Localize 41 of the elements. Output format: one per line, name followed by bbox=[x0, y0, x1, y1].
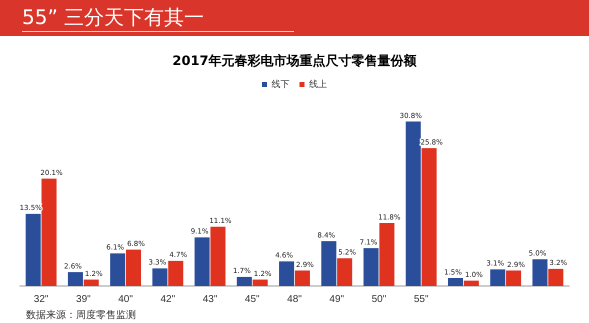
bar bbox=[337, 258, 352, 286]
bar bbox=[448, 278, 464, 286]
bar bbox=[364, 248, 379, 286]
x-tick-label: 40" bbox=[118, 294, 134, 305]
bar bbox=[68, 272, 83, 286]
legend-label: 线上 bbox=[309, 78, 327, 89]
bar bbox=[42, 178, 57, 286]
x-tick-label: 45" bbox=[244, 294, 260, 305]
bar bbox=[26, 214, 41, 286]
bar bbox=[152, 268, 168, 286]
x-tick-label: 32" bbox=[34, 294, 49, 305]
x-tick-label: 39" bbox=[76, 294, 92, 305]
bar bbox=[406, 121, 421, 286]
chart-subtitle: 2017年元春彩电市场重点尺寸零售量份额 bbox=[171, 52, 418, 70]
bar bbox=[236, 276, 252, 286]
x-tick-label: 42" bbox=[160, 294, 176, 305]
x-tick-label: 48" bbox=[287, 294, 302, 305]
bar bbox=[168, 260, 184, 286]
bar bbox=[422, 148, 437, 286]
bar bbox=[321, 241, 336, 286]
x-tick-label: 43" bbox=[202, 294, 218, 305]
legend-label: 线下 bbox=[272, 78, 290, 89]
x-tick-label: 55" bbox=[414, 294, 429, 305]
bar bbox=[279, 261, 294, 286]
bar bbox=[464, 280, 479, 286]
bar bbox=[252, 280, 268, 286]
bar bbox=[294, 270, 310, 286]
bar bbox=[548, 268, 564, 286]
bar bbox=[126, 250, 142, 286]
bar bbox=[379, 222, 394, 286]
chart-title: 55” 三分天下有其一 bbox=[22, 4, 294, 32]
source-note: 数据来源：周度零售监测 bbox=[26, 308, 136, 322]
x-tick-label: 50" bbox=[372, 294, 387, 305]
bar bbox=[532, 259, 548, 286]
bar bbox=[84, 280, 99, 286]
x-tick-label: 49" bbox=[329, 294, 345, 305]
bar bbox=[210, 226, 226, 286]
bar bbox=[506, 270, 522, 286]
bar bbox=[490, 269, 506, 286]
bar bbox=[194, 237, 210, 286]
bar bbox=[110, 253, 126, 286]
